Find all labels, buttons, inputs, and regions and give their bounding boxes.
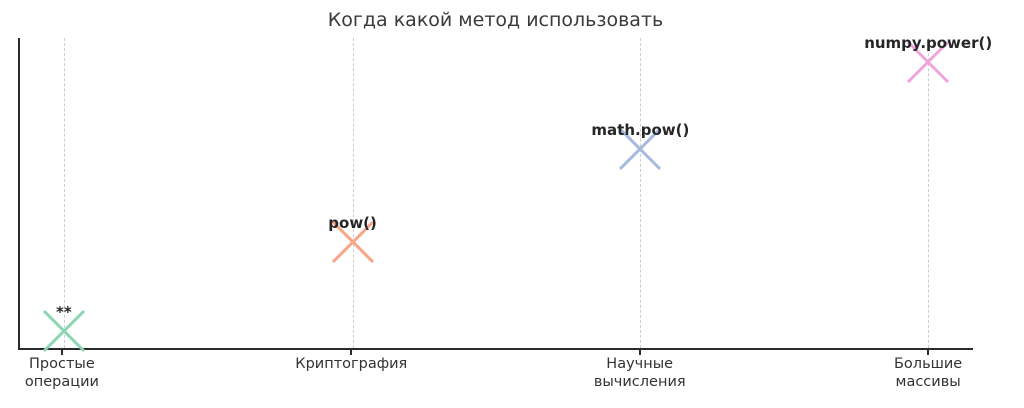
point-label-double-star: ** (55, 302, 72, 321)
tick-label-simple-ops: Простые операции (24, 356, 99, 390)
plot-area: ** pow() math.pow() numpy.power() (18, 34, 992, 353)
tick-label-cryptography: Криптография (295, 356, 408, 372)
gridline-cryptography (352, 38, 354, 348)
tick-label-big-arrays: Большие массивы (893, 356, 963, 390)
tick-label-scientific: Научные вычисления (593, 356, 686, 390)
tick-mark (638, 350, 641, 355)
point-label-pow: pow() (328, 213, 377, 232)
data-point-math-pow: math.pow() (591, 121, 689, 171)
x-marker-icon (619, 128, 662, 171)
x-marker-icon (907, 40, 950, 83)
gridline-scientific (640, 38, 642, 348)
gridline-simple-ops (63, 38, 65, 348)
x-marker-icon (42, 309, 85, 352)
x-axis-tick-labels: Простые операции Криптография Научные вы… (18, 356, 973, 396)
point-label-numpy-power: numpy.power() (864, 33, 993, 52)
data-point-double-star-operator: ** (42, 303, 86, 353)
data-point-numpy-power: numpy.power() (864, 34, 992, 84)
x-marker-icon (331, 220, 374, 263)
tick-mark (60, 350, 63, 355)
tick-mark (927, 350, 930, 355)
x-axis-tick-marks (18, 350, 973, 355)
gridline-big-arrays (928, 38, 930, 348)
data-point-pow: pow() (328, 214, 377, 264)
chart-title: Когда какой метод использовать (327, 9, 664, 31)
point-label-math-pow: math.pow() (591, 121, 690, 140)
tick-mark (350, 350, 353, 355)
